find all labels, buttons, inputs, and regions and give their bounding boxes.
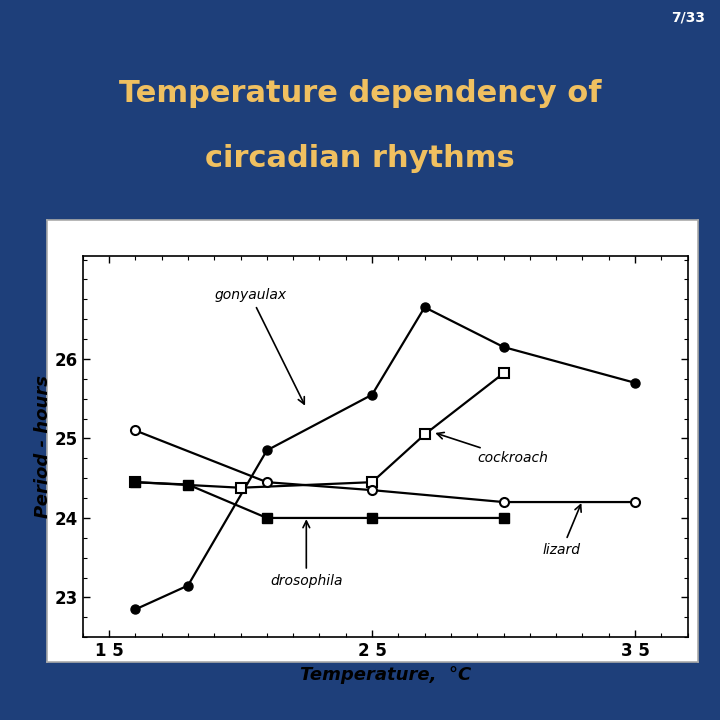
Text: cockroach: cockroach: [437, 433, 548, 465]
Text: drosophila: drosophila: [270, 521, 343, 588]
Text: lizard: lizard: [543, 505, 581, 557]
Text: circadian rhythms: circadian rhythms: [205, 144, 515, 173]
Y-axis label: Period - hours: Period - hours: [34, 375, 52, 518]
Text: 7/33: 7/33: [672, 11, 706, 24]
Text: gonyaulax: gonyaulax: [215, 288, 305, 404]
Text: Temperature dependency of: Temperature dependency of: [119, 79, 601, 108]
X-axis label: Temperature,  °C: Temperature, °C: [300, 665, 471, 683]
